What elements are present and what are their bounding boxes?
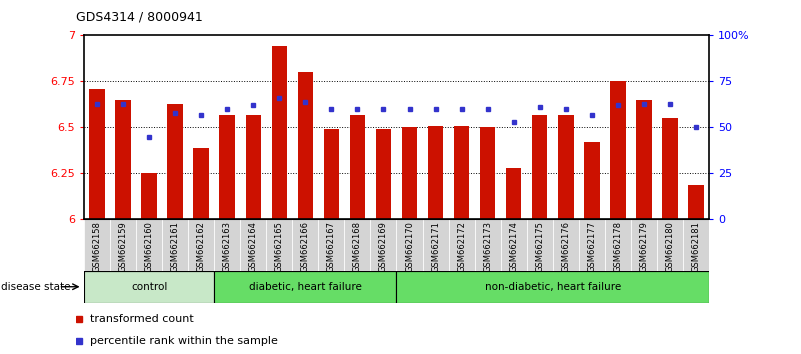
Text: GSM662181: GSM662181: [691, 221, 700, 272]
Text: GSM662173: GSM662173: [483, 221, 492, 272]
Bar: [657, 219, 683, 271]
Text: GSM662162: GSM662162: [197, 221, 206, 272]
Text: GDS4314 / 8000941: GDS4314 / 8000941: [76, 11, 203, 24]
Bar: [396, 219, 423, 271]
Text: GSM662170: GSM662170: [405, 221, 414, 272]
Text: GSM662166: GSM662166: [301, 221, 310, 272]
Text: non-diabetic, heart failure: non-diabetic, heart failure: [485, 282, 621, 292]
Text: disease state: disease state: [1, 282, 70, 292]
Bar: [610, 81, 626, 219]
Text: GSM662177: GSM662177: [587, 221, 596, 272]
Text: GSM662172: GSM662172: [457, 221, 466, 272]
Bar: [240, 219, 266, 271]
Text: GSM662171: GSM662171: [431, 221, 440, 272]
Bar: [136, 219, 162, 271]
Text: diabetic, heart failure: diabetic, heart failure: [249, 282, 362, 292]
Bar: [162, 219, 188, 271]
Bar: [111, 219, 136, 271]
Bar: [292, 219, 319, 271]
Bar: [423, 219, 449, 271]
Text: GSM662179: GSM662179: [639, 221, 648, 272]
Text: GSM662175: GSM662175: [535, 221, 544, 272]
Bar: [453, 126, 469, 219]
Bar: [266, 219, 292, 271]
Text: control: control: [131, 282, 167, 292]
Bar: [474, 219, 501, 271]
Bar: [344, 219, 370, 271]
Bar: [501, 219, 527, 271]
Bar: [141, 173, 157, 219]
Bar: [194, 148, 209, 219]
Text: GSM662165: GSM662165: [275, 221, 284, 272]
Text: GSM662161: GSM662161: [171, 221, 179, 272]
Bar: [349, 115, 365, 219]
Text: percentile rank within the sample: percentile rank within the sample: [90, 336, 278, 346]
Text: GSM662163: GSM662163: [223, 221, 231, 272]
Bar: [449, 219, 474, 271]
Bar: [167, 103, 183, 219]
Bar: [319, 219, 344, 271]
Bar: [636, 100, 652, 219]
Bar: [553, 219, 578, 271]
Bar: [631, 219, 657, 271]
Text: GSM662180: GSM662180: [666, 221, 674, 272]
Bar: [557, 115, 574, 219]
Bar: [396, 271, 709, 303]
Bar: [370, 219, 396, 271]
Bar: [376, 129, 391, 219]
Bar: [428, 126, 443, 219]
Bar: [532, 115, 547, 219]
Bar: [115, 100, 131, 219]
Text: GSM662164: GSM662164: [249, 221, 258, 272]
Bar: [688, 184, 703, 219]
Bar: [84, 219, 111, 271]
Text: GSM662176: GSM662176: [562, 221, 570, 272]
Bar: [682, 219, 709, 271]
Bar: [527, 219, 553, 271]
Bar: [219, 115, 235, 219]
Bar: [245, 115, 261, 219]
Bar: [480, 127, 495, 219]
Bar: [214, 271, 396, 303]
Text: GSM662160: GSM662160: [145, 221, 154, 272]
Text: GSM662169: GSM662169: [379, 221, 388, 272]
Bar: [90, 89, 105, 219]
Bar: [324, 129, 340, 219]
Bar: [605, 219, 631, 271]
Bar: [584, 142, 599, 219]
Text: transformed count: transformed count: [90, 314, 194, 325]
Text: GSM662168: GSM662168: [353, 221, 362, 272]
Text: GSM662158: GSM662158: [93, 221, 102, 272]
Text: GSM662159: GSM662159: [119, 221, 127, 272]
Bar: [214, 219, 240, 271]
Bar: [188, 219, 215, 271]
Bar: [506, 168, 521, 219]
Bar: [662, 118, 678, 219]
Text: GSM662178: GSM662178: [614, 221, 622, 272]
Bar: [84, 271, 214, 303]
Bar: [272, 46, 287, 219]
Text: GSM662167: GSM662167: [327, 221, 336, 272]
Bar: [578, 219, 605, 271]
Bar: [402, 127, 417, 219]
Text: GSM662174: GSM662174: [509, 221, 518, 272]
Bar: [298, 72, 313, 219]
